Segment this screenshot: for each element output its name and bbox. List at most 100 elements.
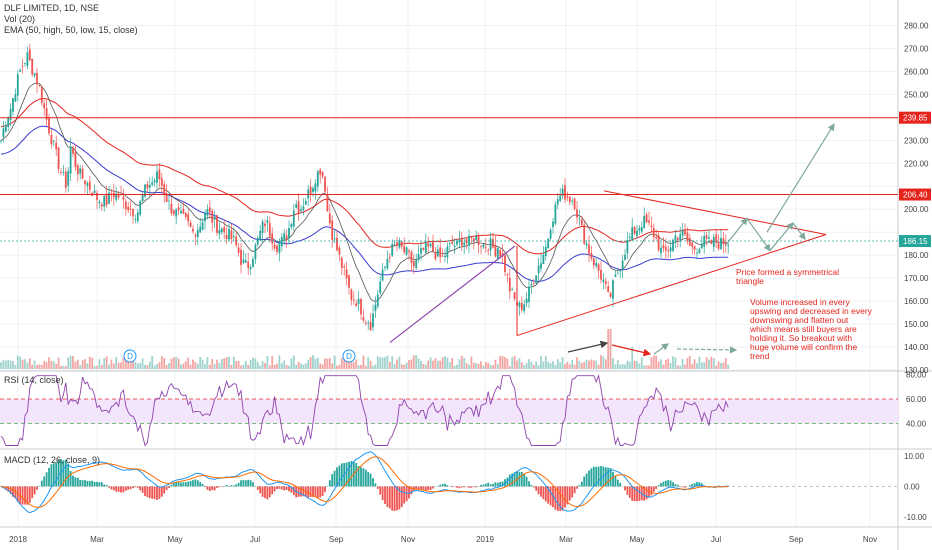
candle-body (338, 247, 341, 255)
volume-bar (379, 357, 382, 369)
volume-bar (163, 358, 166, 369)
volume-bar (357, 365, 360, 369)
macd-histogram-bar (511, 473, 514, 487)
macd-histogram-bar (458, 486, 461, 489)
volume-bar (201, 359, 204, 369)
candle-body (124, 201, 127, 210)
volume-bar (386, 355, 389, 369)
macd-histogram-bar (424, 486, 427, 491)
macd-histogram-bar (669, 480, 672, 487)
macd-histogram-bar (177, 482, 180, 487)
macd-histogram-bar (355, 462, 358, 487)
macd-histogram-bar (36, 486, 38, 490)
candle-body (144, 184, 146, 197)
macd-histogram-bar (600, 466, 602, 487)
candle-body (369, 322, 372, 330)
candle-body (568, 196, 571, 202)
macd-histogram-bar (432, 486, 434, 489)
volume-bar (273, 364, 276, 369)
volume-bar (669, 363, 672, 369)
macd-histogram-bar (648, 486, 650, 498)
macd-histogram-bar (420, 486, 422, 490)
macd-histogram-bar (360, 467, 362, 487)
candle-body (643, 216, 646, 229)
volume-bar (410, 359, 413, 369)
candle-body (333, 238, 336, 240)
macd-histogram-bar (84, 480, 86, 487)
macd-histogram-bar (487, 482, 490, 487)
volume-bar (535, 361, 538, 369)
candle-body (328, 213, 331, 224)
volume-bar (537, 365, 540, 369)
candle-body (88, 181, 91, 190)
candle-body (645, 214, 648, 223)
candle-body (64, 171, 67, 188)
volume-bar (64, 365, 67, 369)
macd-histogram-bar (24, 486, 26, 505)
rsi-legend[interactable]: RSI (14, close) (4, 375, 64, 385)
macd-histogram-bar (492, 483, 494, 487)
volume-bar (9, 360, 12, 369)
macd-histogram-bar (624, 486, 626, 491)
macd-histogram-bar (348, 461, 350, 487)
macd-histogram-bar (667, 480, 670, 487)
macd-histogram-bar (4, 486, 7, 490)
macd-histogram-bar (211, 486, 214, 491)
macd-histogram-bar (616, 479, 619, 487)
volume-bar (16, 355, 19, 369)
candle-body (480, 246, 482, 248)
volume-bar (158, 362, 161, 369)
volume-bar (268, 365, 271, 369)
symbol-title[interactable]: DLF LIMITED, 1D, NSE (4, 3, 100, 13)
volume-bar (261, 361, 264, 369)
price-tick-label: 280.00 (904, 21, 929, 30)
candle-body (458, 239, 461, 243)
macd-histogram-bar (216, 486, 218, 489)
candle-body (592, 258, 595, 266)
volume-note-line: huge volume will confirm the (750, 342, 858, 352)
macd-histogram-bar (175, 482, 178, 487)
volume-bar (384, 357, 386, 369)
macd-histogram-bar (242, 480, 245, 487)
candle-body (45, 108, 48, 120)
time-tick-label: Sep (329, 535, 344, 544)
volume-legend[interactable]: Vol (20) (4, 14, 36, 24)
volume-bar (146, 365, 149, 369)
macd-histogram-bar (398, 486, 401, 510)
volume-bar (172, 357, 175, 369)
macd-histogram-bar (108, 486, 110, 488)
macd-histogram-bar (79, 479, 82, 487)
candle-body (177, 207, 180, 211)
macd-histogram-bar (256, 486, 259, 490)
volume-bar (62, 365, 65, 369)
candle-body (376, 294, 379, 307)
price-tick-label: 140.00 (904, 343, 929, 352)
volume-bar (540, 355, 542, 369)
macd-histogram-bar (470, 486, 473, 488)
volume-bar (244, 360, 247, 369)
ema-legend[interactable]: EMA (50, high, 50, low, 15, close) (4, 25, 138, 35)
candle-body (40, 86, 43, 103)
macd-legend[interactable]: MACD (12, 26, close, 9) (4, 455, 101, 465)
candle-body (444, 255, 446, 258)
candle-body (508, 277, 511, 292)
candle-body (626, 239, 629, 254)
candle-body (590, 253, 593, 259)
macd-histogram-bar (631, 486, 634, 501)
candle-body (420, 248, 422, 254)
volume-bar (84, 359, 86, 369)
candle-body (621, 260, 624, 270)
candle-body (597, 264, 600, 271)
volume-bar (7, 359, 10, 369)
candle-body (28, 49, 31, 61)
candle-body (528, 286, 530, 302)
candle-body (561, 188, 564, 196)
volume-bar (451, 358, 454, 369)
candle-body (422, 247, 425, 250)
candle-body (312, 188, 314, 193)
volume-bar (14, 365, 17, 369)
candle-body (477, 235, 480, 245)
volume-bar (352, 361, 355, 369)
volume-bar (69, 355, 72, 369)
